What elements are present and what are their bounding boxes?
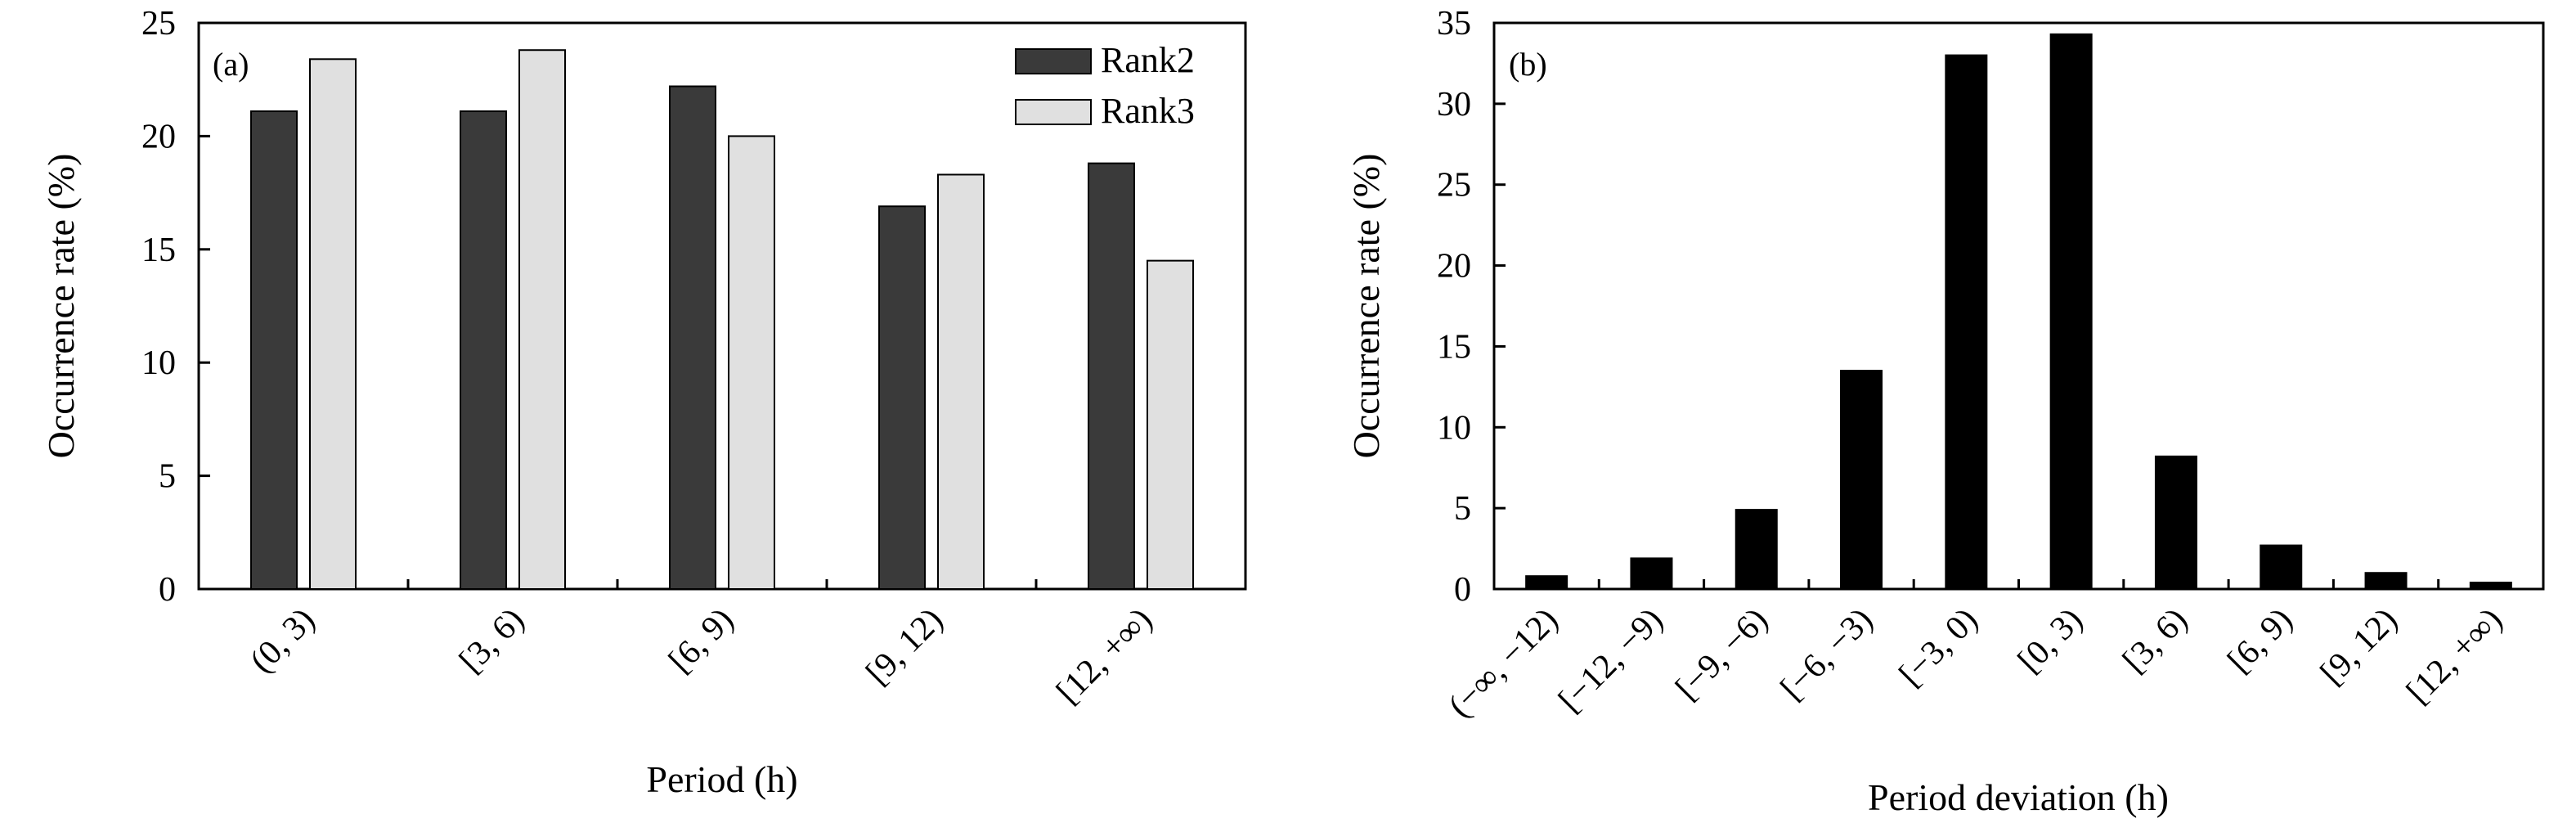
y-tick-label: 20 (141, 118, 176, 155)
bar (1735, 509, 1778, 590)
bar-rank2 (460, 110, 507, 590)
panel-a-chart: 0 5 10 15 20 25 (0, 3) [3, 6) [6, 9) [9, 12) [12,… (40, 5, 1247, 800)
y-tick-label: 15 (141, 232, 176, 269)
legend-swatch-rank3 (1015, 99, 1092, 125)
bar-rank2 (1088, 162, 1135, 590)
bar-rank2 (878, 205, 926, 590)
y-tick-label: 35 (1437, 5, 1471, 43)
panel-a-x-axis: (0, 3) [3, 6) [6, 9) [9, 12) [12, +∞) (243, 579, 1160, 711)
panel-a-y-axis: 0 5 10 15 20 25 (141, 5, 210, 609)
bar (2364, 572, 2408, 591)
x-tick-label: [6, 9) (662, 601, 741, 681)
y-tick-label: 30 (1437, 86, 1471, 124)
x-tick-label: [12, +∞) (2399, 601, 2510, 712)
y-tick-label: 5 (1454, 490, 1471, 528)
bar (2260, 544, 2303, 590)
y-tick-label: 15 (1437, 328, 1471, 366)
legend-label-rank3: Rank3 (1101, 91, 1195, 131)
x-tick-label: [9, 12) (2313, 601, 2405, 693)
x-tick-label: [6, 9) (2220, 601, 2300, 681)
legend-swatch-rank2 (1015, 48, 1092, 74)
panel-b-x-axis: (−∞, −12)[−12, −9)[−9, −6)[−6, −3) [−3, 0… (1442, 579, 2510, 725)
x-tick-label: [3, 6) (2116, 601, 2195, 681)
x-tick-label: [−12, −9) (1551, 601, 1670, 720)
legend-label-rank2: Rank2 (1101, 40, 1195, 80)
bar-rank3 (309, 58, 357, 590)
panel-a-x-axis-title: Period (h) (646, 758, 797, 800)
bar-rank3 (728, 135, 775, 590)
bar (1525, 575, 1568, 591)
bar (1945, 54, 1988, 591)
y-tick-label: 20 (1437, 248, 1471, 286)
x-tick-label: [0, 3) (2011, 601, 2090, 681)
y-tick-label: 0 (159, 571, 176, 609)
y-tick-label: 10 (141, 344, 176, 382)
bar-rank3 (518, 49, 566, 590)
y-tick-label: 0 (1454, 571, 1471, 609)
x-tick-label: (−∞, −12) (1442, 601, 1566, 726)
panel-b-bars (1525, 33, 2512, 591)
panel-a-label: (a) (213, 46, 249, 83)
panel-b-x-axis-title: Period deviation (h) (1868, 776, 2169, 818)
panel-b-chart: 0 5 10 15 20 25 30 35 (−∞, −12)[−12, −9)[−9, −6… (1345, 5, 2545, 818)
y-tick-label: 10 (1437, 409, 1471, 447)
x-tick-label: [−3, 0) (1892, 601, 1986, 695)
panel-b-label: (b) (1509, 46, 1547, 83)
x-tick-label: [9, 12) (859, 601, 950, 693)
y-tick-label: 25 (141, 5, 176, 43)
x-tick-label: [3, 6) (452, 601, 532, 681)
bar (2469, 582, 2512, 591)
bar (2154, 455, 2197, 590)
bar-rank3 (937, 173, 985, 590)
panel-b-plot-frame (1492, 21, 2545, 591)
bar (1840, 370, 1883, 590)
bar-rank2 (250, 110, 298, 590)
bar-rank2 (669, 85, 716, 590)
panel-b-y-axis: 0 5 10 15 20 25 30 35 (1437, 5, 1506, 609)
x-tick-label: [−6, −3) (1774, 601, 1880, 708)
x-tick-label: [12, +∞) (1049, 601, 1160, 712)
x-tick-label: [−9, −6) (1668, 601, 1775, 708)
x-tick-label: (0, 3) (243, 601, 322, 681)
bar (2049, 33, 2093, 590)
panel-a-bars (250, 49, 1194, 590)
y-tick-label: 25 (1437, 167, 1471, 205)
panel-b-y-axis-title: Occurrence rate (%) (1345, 154, 1387, 459)
bar-rank3 (1147, 259, 1194, 590)
panel-a-y-axis-title: Occurrence rate (%) (40, 154, 82, 459)
bar (1630, 557, 1673, 590)
y-tick-label: 5 (159, 458, 176, 496)
panel-a-legend: Rank2 Rank3 (1015, 40, 1195, 131)
panel-a-plot-frame (197, 21, 1247, 591)
